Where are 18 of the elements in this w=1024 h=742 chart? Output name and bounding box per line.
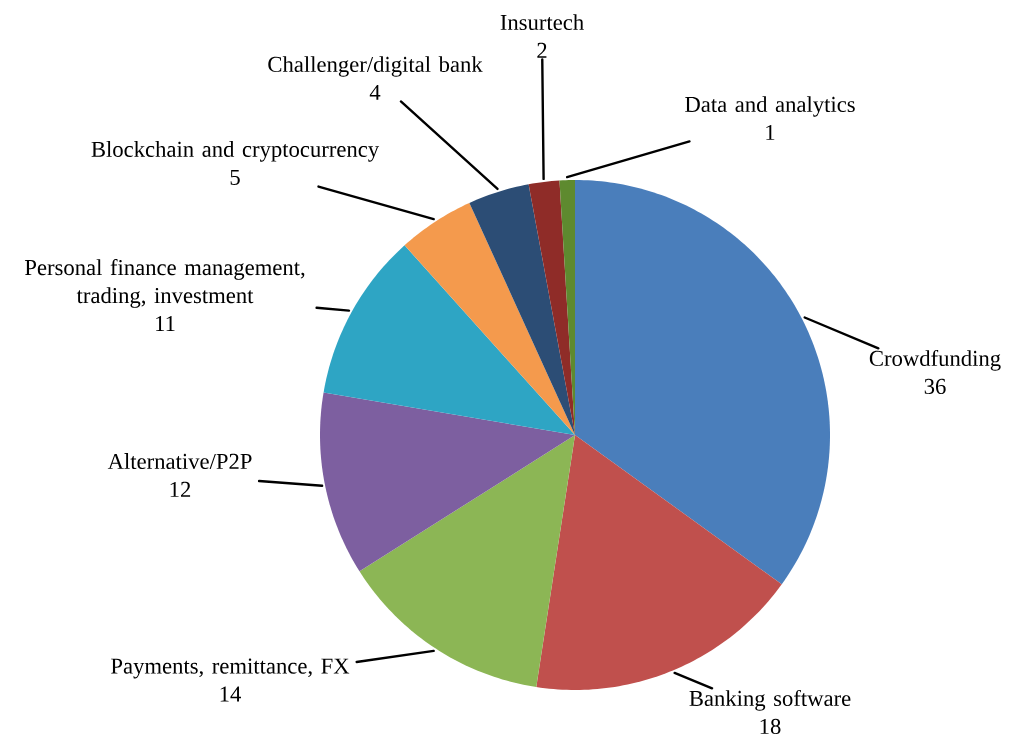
- slice-label: Payments, remittance, FX: [111, 658, 350, 679]
- slice-label: Banking software: [689, 689, 851, 711]
- slice-label: Data and analytics: [685, 96, 855, 117]
- data-label: 1: [766, 124, 775, 140]
- data-label: 4: [369, 84, 381, 100]
- data-label: 11: [156, 315, 175, 331]
- data-label: 36: [924, 378, 946, 395]
- data-label: 14: [220, 686, 241, 702]
- data-label: 5: [230, 169, 240, 185]
- slice-label: Challenger/digital bank: [268, 56, 483, 77]
- slice-label: Alternative/P2P: [107, 453, 252, 470]
- slice-label: Insurtech: [500, 14, 584, 31]
- slice-label: Personal finance management, trading, investment: [24, 259, 305, 308]
- slice-label: Crowdfunding: [869, 349, 1001, 371]
- data-label: 12: [170, 481, 191, 497]
- data-label: 18: [760, 718, 781, 735]
- data-label: 2: [537, 42, 547, 58]
- slice-label: Blockchain and cryptocurrency: [91, 141, 380, 162]
